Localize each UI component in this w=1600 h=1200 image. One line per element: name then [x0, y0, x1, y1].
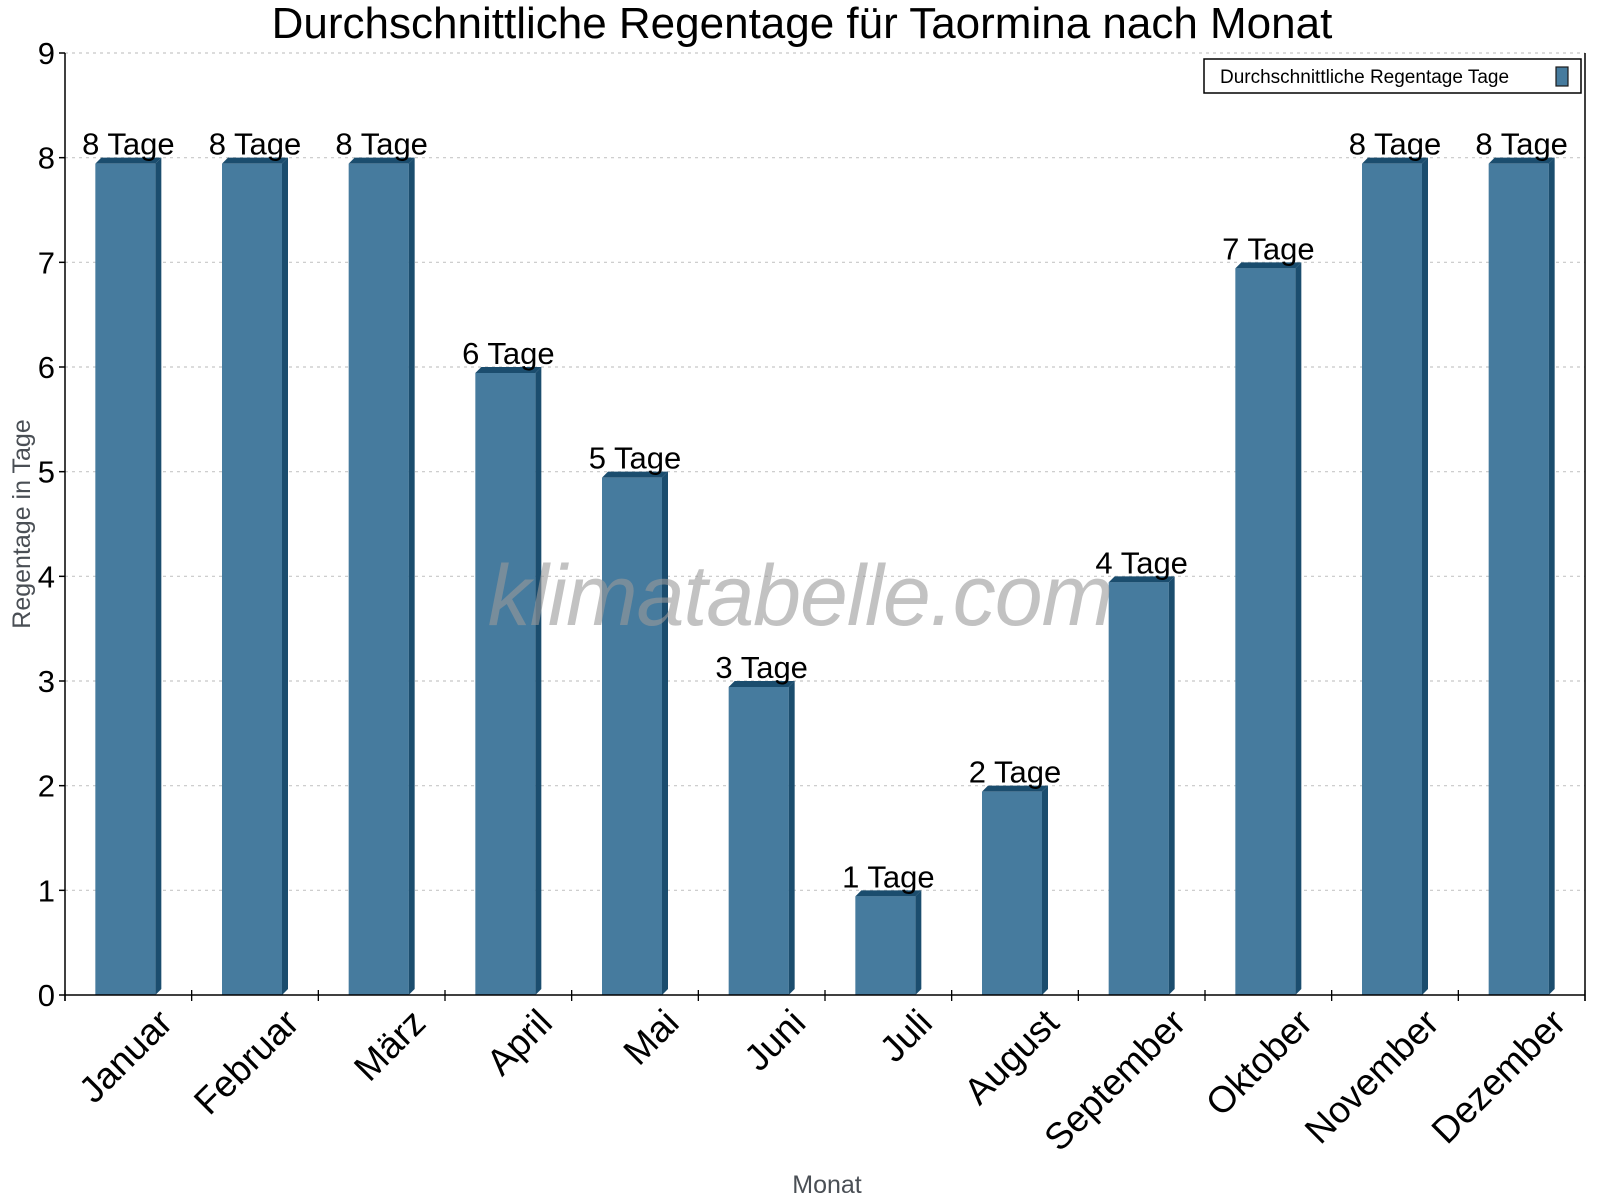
legend: Durchschnittliche Regentage Tage: [1203, 58, 1582, 94]
x-axis-title: Monat: [792, 1171, 862, 1199]
bar: [728, 681, 795, 995]
y-tick-label: 8: [38, 141, 55, 176]
legend-box: [1203, 58, 1582, 94]
y-tick-label: 3: [38, 664, 55, 699]
bar: [348, 157, 415, 995]
bar-front: [222, 163, 282, 995]
x-category-label: Juni: [736, 1002, 813, 1079]
bar: [602, 471, 668, 996]
data-label: 4 Tage: [1095, 545, 1188, 580]
bar: [222, 157, 288, 995]
bar-side: [915, 890, 922, 995]
data-label: 8 Tage: [209, 127, 302, 162]
bar: [982, 785, 1048, 995]
bar: [95, 157, 162, 995]
bar-top: [1108, 576, 1175, 583]
data-label: 2 Tage: [969, 755, 1062, 790]
bar-front: [1108, 582, 1169, 995]
bar-front: [1488, 163, 1549, 995]
bar: [1235, 262, 1302, 995]
bar-top: [348, 157, 415, 164]
bar-front: [855, 896, 916, 995]
bar: [1362, 157, 1428, 995]
x-axis-category-labels: Januar Februar März April Mai Juni Juli AugustS…: [71, 1001, 1573, 1158]
data-label: 6 Tage: [462, 336, 555, 371]
x-category-label: März: [346, 1002, 433, 1089]
axes: [59, 52, 1586, 1001]
bar-front: [602, 477, 662, 996]
y-tick-label: 1: [38, 873, 55, 908]
bar-top: [855, 890, 922, 897]
bar-front: [728, 687, 789, 995]
legend-swatch-icon: [1555, 66, 1569, 87]
data-label: 3 Tage: [715, 650, 808, 685]
bar: [1108, 576, 1175, 995]
data-label: 8 Tage: [1475, 127, 1568, 162]
bar-side: [535, 367, 542, 995]
bar-top: [728, 681, 795, 687]
legend-label: Durchschnittliche Regentage Tage: [1220, 67, 1509, 88]
bar-front: [1235, 268, 1296, 995]
x-category-label: Januar: [71, 1002, 180, 1111]
bar-top: [1362, 157, 1428, 164]
bar-front: [475, 373, 536, 995]
bar-side: [1168, 576, 1175, 995]
x-category-label: April: [479, 1002, 560, 1083]
y-tick-label: 6: [38, 350, 55, 385]
bar-front: [1362, 163, 1422, 995]
bar-top: [1235, 262, 1302, 269]
y-axis-title: Regentage in Tage: [8, 419, 36, 628]
bar-top: [982, 785, 1048, 792]
bar-side: [788, 681, 795, 995]
data-label: 8 Tage: [335, 127, 428, 162]
bar-side: [155, 157, 162, 995]
bars: [95, 157, 1555, 996]
bar: [475, 367, 542, 995]
y-tick-label: 4: [38, 559, 55, 594]
x-category-label: November: [1297, 1002, 1447, 1152]
bar-top: [602, 471, 668, 478]
y-tick-label: 2: [38, 769, 55, 804]
bar: [1488, 157, 1555, 995]
x-category-label: Mai: [616, 1002, 687, 1073]
data-label: 5 Tage: [589, 441, 682, 476]
data-label: 8 Tage: [82, 127, 175, 162]
data-labels: 8 Tage 8 Tage 8 Tage 6 Tage 5 Tage 3 Tage 1 Ta…: [82, 127, 1568, 895]
bar-front: [95, 163, 156, 995]
bar-side: [1295, 262, 1302, 995]
bar-side: [1042, 785, 1048, 995]
y-axis-tick-labels: 0 1 2 3 4 5 6 7 8 9: [38, 36, 55, 1013]
bar-side: [282, 157, 288, 995]
x-category-label: Oktober: [1198, 1002, 1320, 1124]
x-category-label: Juli: [872, 1002, 940, 1070]
bar-front: [348, 163, 409, 995]
bar-top: [95, 157, 162, 164]
y-tick-label: 0: [38, 978, 55, 1013]
chart-title: Durchschnittliche Regentage für Taormina…: [272, 0, 1333, 48]
bar-top: [1488, 157, 1555, 164]
x-category-label: Februar: [186, 1002, 307, 1123]
bar-side: [662, 471, 668, 996]
x-category-label: Dezember: [1424, 1002, 1574, 1152]
watermark: klimatabelle.com: [488, 548, 1112, 644]
bar: [855, 890, 922, 995]
gridlines: [65, 52, 1585, 891]
y-tick-label: 7: [38, 245, 55, 280]
y-tick-label: 5: [38, 455, 55, 490]
bar-side: [1548, 157, 1555, 995]
bar-side: [408, 157, 415, 995]
data-label: 1 Tage: [842, 859, 935, 894]
data-label: 8 Tage: [1349, 127, 1442, 162]
x-category-label: August: [956, 1001, 1067, 1112]
bar-top: [222, 157, 288, 164]
data-label: 7 Tage: [1222, 231, 1315, 266]
y-tick-label: 9: [38, 36, 55, 71]
bar-side: [1422, 157, 1428, 995]
bar-front: [982, 791, 1042, 995]
bar-top: [475, 367, 542, 373]
